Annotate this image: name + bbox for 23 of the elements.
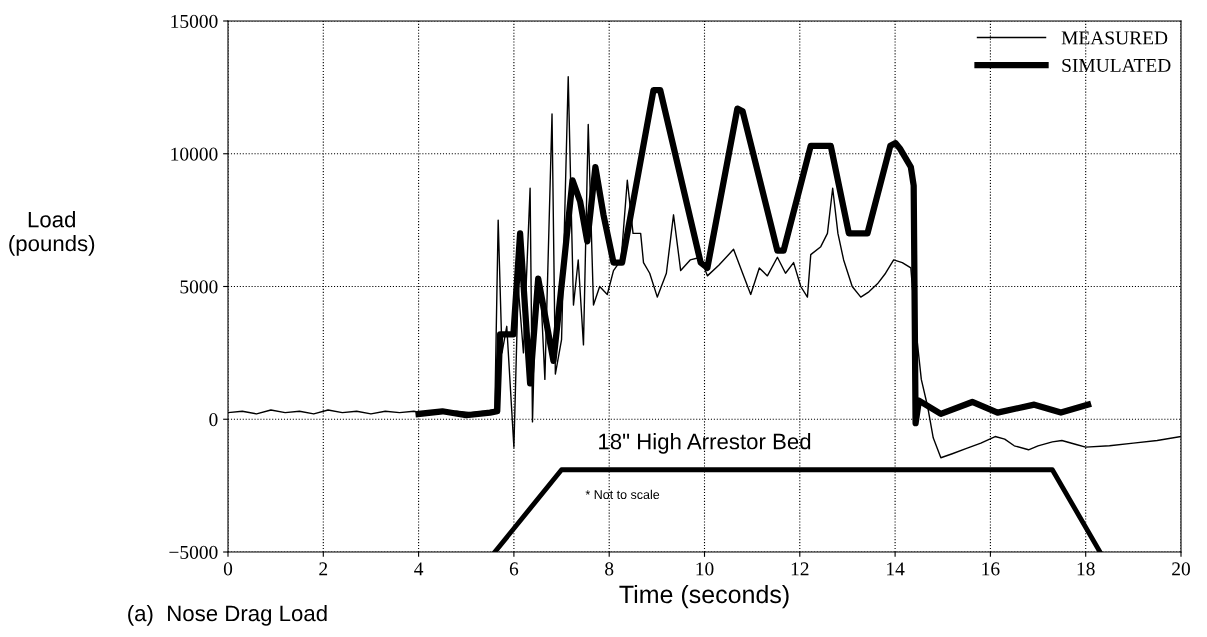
y-tick-label: 10000 (171, 147, 218, 161)
x-tick-label: 14 (887, 562, 905, 576)
x-tick-label: 12 (791, 562, 809, 576)
x-tick-label: 10 (696, 562, 714, 576)
annotation: * Not to scale (585, 489, 660, 500)
x-tick-label: 6 (509, 562, 519, 576)
x-tick-label: 4 (414, 562, 424, 576)
x-tick-label: 20 (1172, 562, 1190, 576)
y-tick-label: 15000 (171, 14, 218, 28)
x-axis-title: Time (seconds) (619, 584, 789, 609)
x-tick-label: 16 (982, 562, 1000, 576)
annotation: 18" High Arrestor Bed (599, 433, 811, 454)
y-tick-label: −5000 (169, 545, 218, 559)
y-tick-label: 0 (209, 413, 218, 427)
x-tick-label: 2 (319, 562, 328, 576)
legend-label: SIMULATED (1062, 58, 1171, 72)
text: (a) Nose Drag Load (128, 604, 327, 626)
y-tick-label: 5000 (180, 280, 218, 294)
x-tick-label: 8 (605, 562, 614, 576)
x-tick-label: 18 (1077, 562, 1095, 576)
legend-label: MEASURED (1061, 31, 1168, 45)
x-tick-label: 0 (223, 562, 233, 576)
y-axis-title: Load (pounds) (9, 211, 95, 256)
